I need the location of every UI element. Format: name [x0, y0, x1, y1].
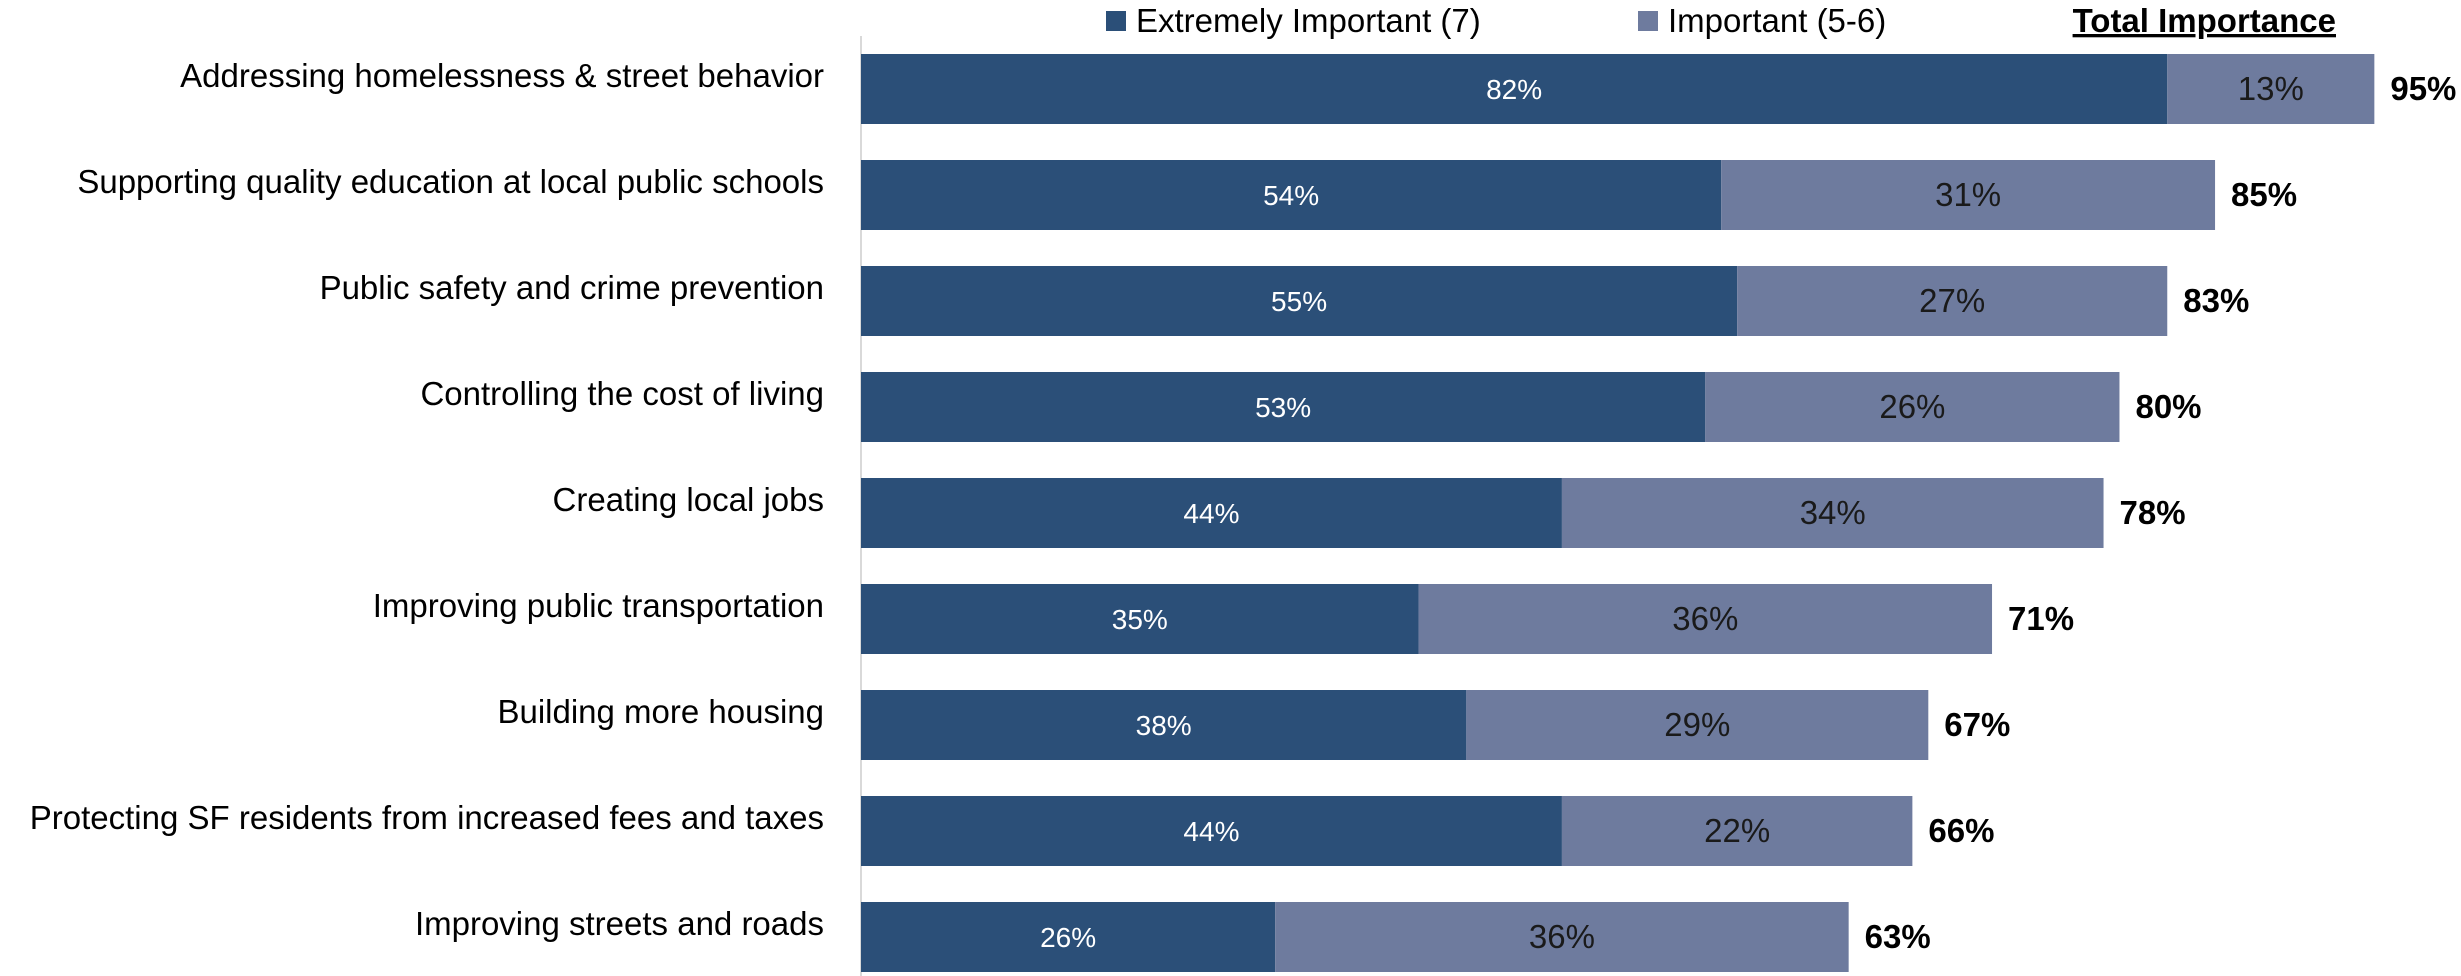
legend-swatch-important: [1638, 11, 1658, 31]
data-label-important: 27%: [1919, 282, 1985, 319]
data-label-extremely-important: 53%: [1255, 392, 1311, 423]
bar-important: [1466, 690, 1929, 760]
bar-row: Building more housing 38% 29% 67%: [497, 690, 2010, 760]
bar-important: [1705, 372, 2120, 442]
data-label-important: 13%: [2238, 70, 2304, 107]
category-label: Addressing homelessness & street behavio…: [180, 57, 824, 94]
total-label: 83%: [2183, 282, 2249, 319]
bar-extremely-important: [861, 372, 1706, 442]
data-label-extremely-important: 82%: [1486, 74, 1542, 105]
data-label-extremely-important: 44%: [1183, 498, 1239, 529]
legend-label-extremely-important: Extremely Important (7): [1136, 2, 1481, 39]
total-label: 71%: [2008, 600, 2074, 637]
total-label: 66%: [1928, 812, 1994, 849]
bar-extremely-important: [861, 690, 1467, 760]
category-label: Improving public transportation: [373, 587, 824, 624]
bar-row: Addressing homelessness & street behavio…: [180, 54, 2456, 124]
totals-header: Total Importance: [2073, 2, 2336, 39]
bars: Addressing homelessness & street behavio…: [30, 54, 2456, 972]
legend-label-important: Important (5-6): [1668, 2, 1886, 39]
bar-extremely-important: [861, 902, 1276, 972]
total-label: 85%: [2231, 176, 2297, 213]
total-label: 80%: [2135, 388, 2201, 425]
legend: Extremely Important (7) Important (5-6) To…: [1106, 2, 2336, 39]
category-label: Building more housing: [497, 693, 824, 730]
bar-row: Controlling the cost of living 53% 26% 80%: [420, 372, 2202, 442]
data-label-extremely-important: 26%: [1040, 922, 1096, 953]
data-label-extremely-important: 44%: [1183, 816, 1239, 847]
bar-important: [1737, 266, 2168, 336]
bar-important: [1721, 160, 2216, 230]
total-label: 67%: [1944, 706, 2010, 743]
bar-row: Protecting SF residents from increased f…: [30, 796, 1994, 866]
bar-important: [1561, 796, 1913, 866]
bar-extremely-important: [861, 54, 2168, 124]
bar-important: [1275, 902, 1849, 972]
data-label-important: 29%: [1664, 706, 1730, 743]
total-label: 63%: [1865, 918, 1931, 955]
data-label-important: 31%: [1935, 176, 2001, 213]
legend-swatch-extremely-important: [1106, 11, 1126, 31]
total-label: 95%: [2390, 70, 2456, 107]
category-label: Protecting SF residents from increased f…: [30, 799, 824, 836]
bar-important: [1561, 478, 2104, 548]
bar-extremely-important: [861, 478, 1562, 548]
data-label-important: 34%: [1800, 494, 1866, 531]
category-label: Creating local jobs: [553, 481, 824, 518]
category-label: Improving streets and roads: [415, 905, 824, 942]
total-label: 78%: [2120, 494, 2186, 531]
category-label: Controlling the cost of living: [420, 375, 824, 412]
data-label-important: 26%: [1879, 388, 1945, 425]
bar-important: [1418, 584, 1993, 654]
bar-extremely-important: [861, 584, 1419, 654]
bar-row: Improving streets and roads 26% 36% 63%: [415, 902, 1931, 972]
data-label-extremely-important: 54%: [1263, 180, 1319, 211]
data-label-extremely-important: 55%: [1271, 286, 1327, 317]
bar-row: Creating local jobs 44% 34% 78%: [553, 478, 2186, 548]
category-label: Public safety and crime prevention: [320, 269, 824, 306]
data-label-important: 22%: [1704, 812, 1770, 849]
bar-extremely-important: [861, 266, 1738, 336]
bar-important: [2167, 54, 2375, 124]
data-label-important: 36%: [1529, 918, 1595, 955]
data-label-extremely-important: 38%: [1136, 710, 1192, 741]
bar-row: Supporting quality education at local pu…: [77, 160, 2297, 230]
category-label: Supporting quality education at local pu…: [77, 163, 824, 200]
data-label-important: 36%: [1672, 600, 1738, 637]
data-label-extremely-important: 35%: [1112, 604, 1168, 635]
bar-row: Improving public transportation 35% 36% 71%: [373, 584, 2074, 654]
bar-extremely-important: [861, 160, 1722, 230]
bar-extremely-important: [861, 796, 1562, 866]
bar-row: Public safety and crime prevention 55% 27%…: [320, 266, 2249, 336]
